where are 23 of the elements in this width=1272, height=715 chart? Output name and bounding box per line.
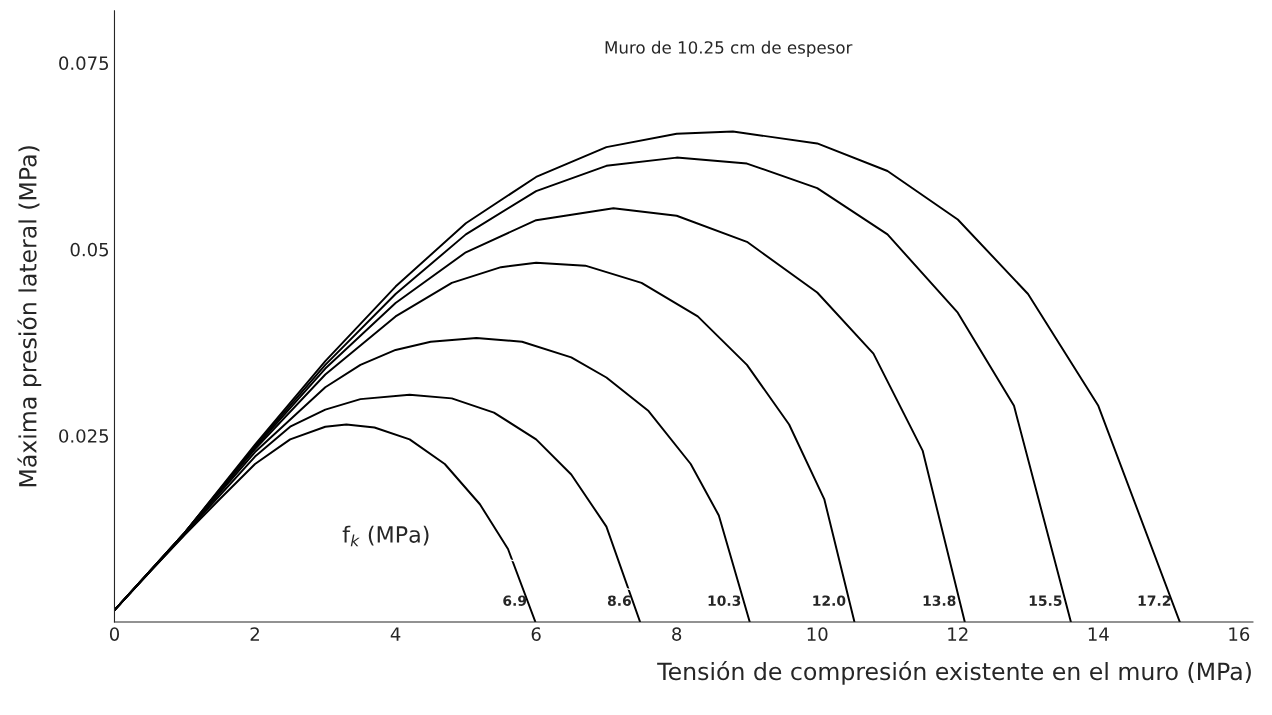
x-tick-label: 2 (250, 627, 259, 641)
y-tick-label: 0.025 (59, 429, 109, 443)
series-label: 15.5 (1029, 595, 1062, 606)
series-label: 6.9 (503, 595, 527, 606)
x-tick-label: 12 (948, 627, 968, 641)
series-label: 10.3 (708, 595, 741, 606)
x-tick-label: 14 (1088, 627, 1109, 641)
series-label: 13.8 (923, 595, 956, 606)
y-axis-title: Máxima presión lateral (MPa) (17, 146, 42, 487)
y-tick-label: 0.05 (70, 242, 109, 257)
x-tick-label: 0 (109, 627, 120, 641)
x-tick-label: 6 (531, 627, 541, 641)
series-label: 8.6 (607, 595, 631, 606)
x-tick-label: 16 (1229, 627, 1250, 641)
x-tick-label: 10 (807, 627, 828, 641)
annotation: f$_{k}$ (MPa) (342, 525, 429, 547)
annotation: Muro de 10.25 cm de espesor (605, 40, 853, 57)
x-tick-label: 4 (390, 627, 401, 641)
series-label: 12.0 (813, 595, 846, 606)
series-label: 17.2 (1138, 595, 1171, 606)
x-axis-title: Tensión de compresión existente en el muro (MPa) (657, 661, 1251, 685)
x-tick-label: 8 (672, 627, 682, 641)
y-tick-label: 0.075 (59, 56, 109, 71)
